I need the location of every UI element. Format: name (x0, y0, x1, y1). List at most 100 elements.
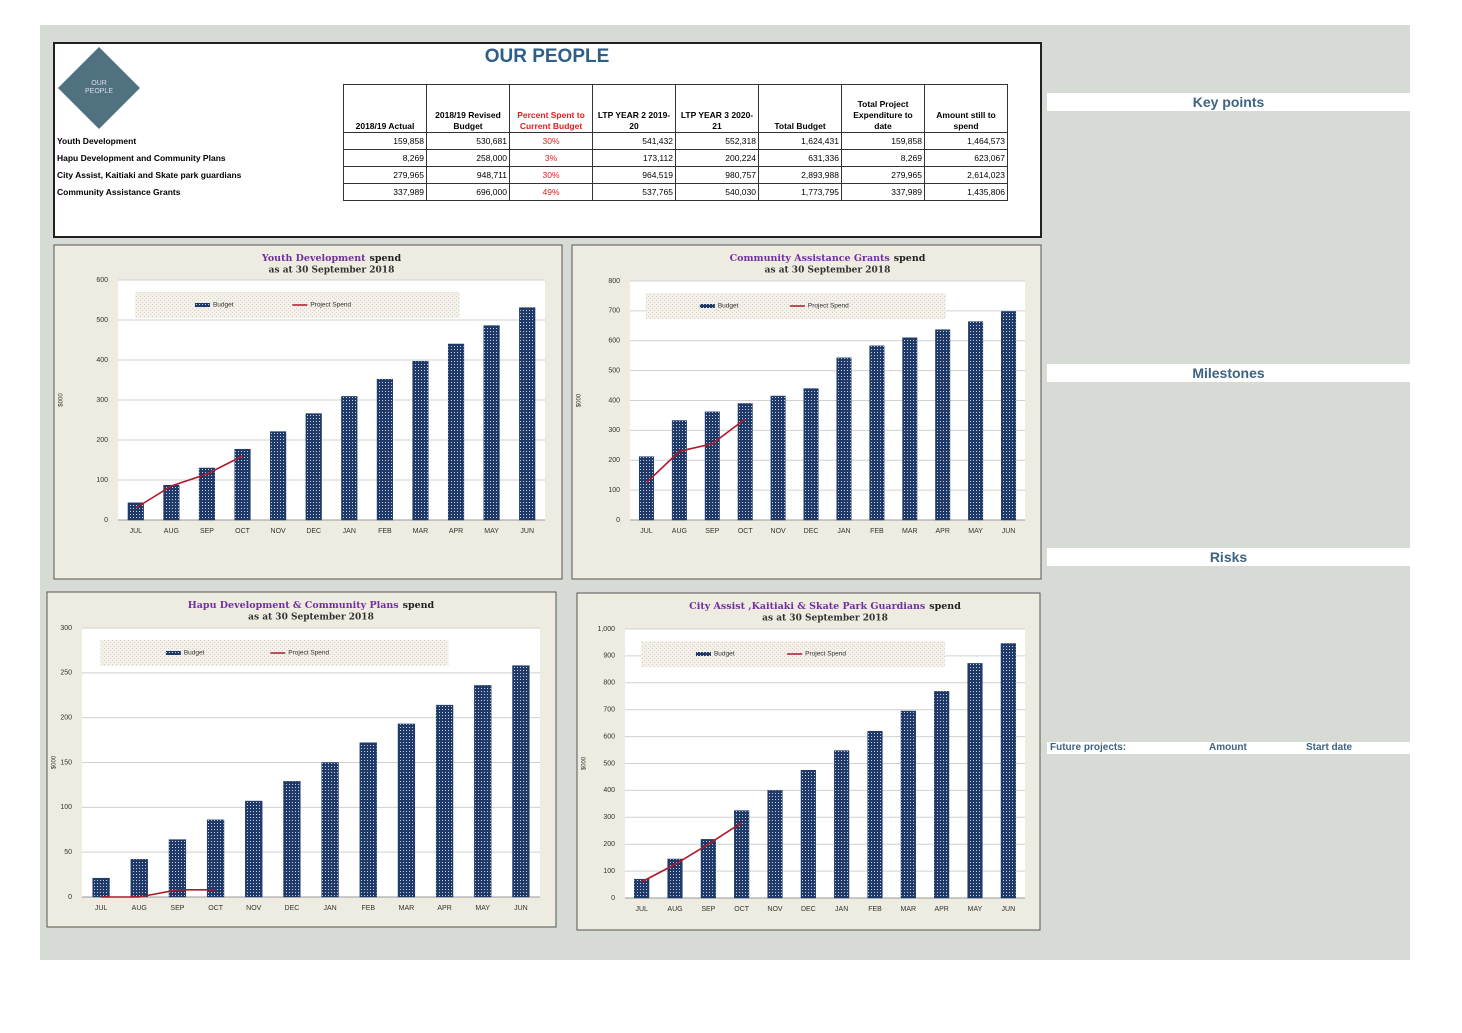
bar (519, 307, 536, 521)
y-tick-label: 250 (60, 670, 72, 677)
legend-swatch (165, 651, 181, 655)
table-row: City Assist, Kaitiaki and Skate park gua… (55, 166, 1008, 184)
x-tick-label: APR (437, 905, 451, 912)
x-tick-label: JUN (514, 905, 528, 912)
legend-label: Project Spend (805, 651, 846, 658)
column-header: Total Project Expenditure to date (841, 84, 925, 133)
table-row: Community Assistance Grants 337,989 696,00… (55, 183, 1008, 201)
y-tick-label: 0 (104, 517, 108, 524)
title-main: Youth Development (261, 253, 366, 264)
legend-label: Project Spend (288, 650, 329, 657)
y-tick-label: 100 (608, 487, 620, 494)
x-tick-label: FEB (378, 528, 392, 535)
bar (704, 411, 720, 521)
legend-label: Budget (213, 302, 234, 309)
bar (902, 337, 918, 521)
x-tick-label: OCT (235, 528, 251, 535)
x-tick-label: MAR (399, 905, 415, 912)
y-tick-label: 500 (96, 317, 108, 324)
x-tick-label: MAY (475, 905, 490, 912)
x-tick-label: OCT (734, 906, 750, 913)
column-header: Amount still to spend (924, 84, 1008, 133)
bar (803, 388, 819, 521)
bar (836, 357, 852, 521)
bar (1001, 311, 1017, 521)
x-tick-label: JAN (323, 905, 336, 912)
chart-subtitle: as at 30 September 2018 (765, 266, 891, 276)
row-label: Youth Development (57, 136, 137, 146)
bar (92, 877, 110, 898)
x-tick-label: SEP (701, 906, 715, 913)
bar (935, 329, 951, 521)
bar (867, 730, 883, 899)
x-tick-label: SEP (170, 905, 184, 912)
column-header: LTP YEAR 2 2019-20 (592, 84, 676, 133)
legend-swatch (695, 652, 711, 656)
x-tick-label: APR (936, 528, 950, 535)
y-tick-label: 400 (96, 357, 108, 364)
bar (671, 420, 687, 521)
chart-title: Community Assistance Grants spend (730, 253, 926, 264)
x-tick-label: DEC (285, 905, 300, 912)
bar (800, 769, 816, 899)
bar (968, 321, 984, 521)
x-tick-label: JAN (837, 528, 850, 535)
y-axis-label: $000 (52, 755, 58, 769)
y-tick-label: 200 (603, 841, 615, 848)
y-tick-label: 900 (603, 653, 615, 660)
y-tick-label: 600 (603, 733, 615, 740)
y-tick-label: 300 (603, 814, 615, 821)
x-tick-label: OCT (208, 905, 224, 912)
section-header: Risks (1047, 548, 1410, 566)
title-main: City Assist ,Kaitiaki & Skate Park Guard… (689, 601, 925, 612)
page-title: OUR PEOPLE (484, 46, 610, 67)
section-header: Key points (1047, 93, 1410, 111)
cell: 337,989 (343, 183, 427, 201)
spend-line (645, 418, 746, 484)
y-tick-label: 800 (603, 680, 615, 687)
x-tick-label: SEP (200, 528, 214, 535)
bar (321, 762, 339, 898)
x-tick-label: JUN (1002, 528, 1016, 535)
header-row: 2018/19 Actual 2018/19 Revised Budget Perc… (55, 84, 1008, 133)
bar (770, 395, 786, 521)
y-tick-label: 600 (96, 277, 108, 284)
x-tick-label: JUL (95, 905, 108, 912)
x-tick-label: NOV (271, 528, 287, 535)
bar (283, 781, 301, 898)
x-tick-label: MAY (484, 528, 499, 535)
cell: 540,030 (675, 183, 759, 201)
bar (474, 685, 492, 898)
logo-text: OUR PEOPLE (84, 80, 113, 95)
spend-line (101, 889, 216, 898)
title-suffix: spend (370, 253, 402, 264)
bar (638, 456, 654, 521)
column-header: Total Budget (758, 84, 842, 133)
bar (376, 378, 393, 521)
bar (1000, 643, 1016, 899)
legend-swatch (699, 304, 715, 308)
x-tick-label: NOV (246, 905, 262, 912)
future-label: Future projects: (1050, 742, 1127, 753)
x-tick-label: MAR (902, 528, 918, 535)
x-tick-label: MAR (413, 528, 429, 535)
y-tick-label: 500 (608, 367, 620, 374)
y-tick-label: 1,000 (597, 626, 615, 633)
amount-label: Amount (1209, 742, 1247, 753)
x-tick-label: APR (449, 528, 463, 535)
bar (234, 448, 251, 521)
y-tick-label: 400 (608, 397, 620, 404)
y-tick-label: 200 (60, 715, 72, 722)
y-tick-label: 200 (96, 437, 108, 444)
y-tick-label: 0 (616, 517, 620, 524)
spend-line (641, 822, 743, 883)
x-tick-label: JUN (1002, 906, 1016, 913)
legend-label: Project Spend (808, 303, 849, 310)
bar (305, 413, 322, 521)
x-tick-label: JUL (640, 528, 653, 535)
bar (163, 484, 180, 521)
row-label: Community Assistance Grants (57, 187, 181, 197)
bar (483, 325, 500, 521)
